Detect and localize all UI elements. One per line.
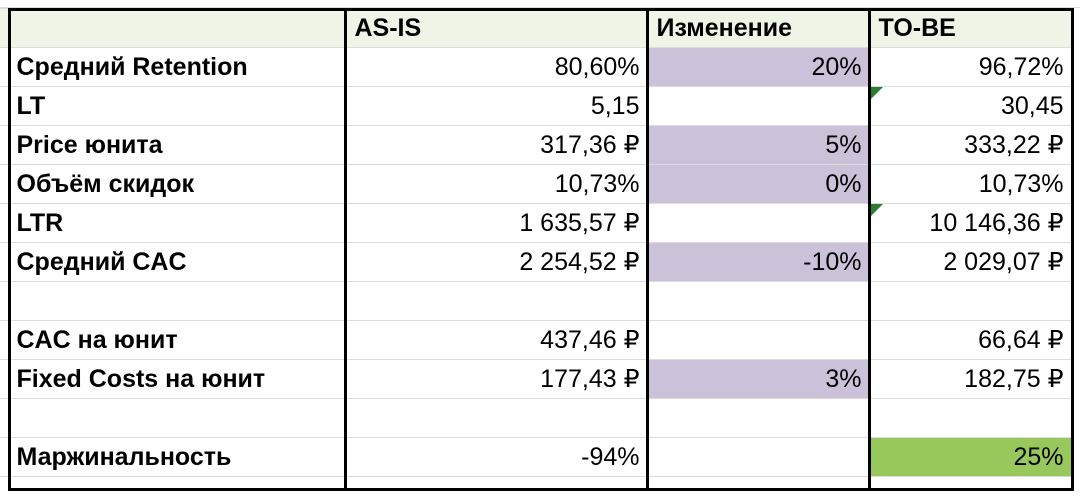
table-row: Средний CAC 2 254,52 ₽ -10% 2 029,07 ₽ <box>0 242 1073 282</box>
change-cell[interactable] <box>647 86 871 126</box>
row-label[interactable] <box>7 398 347 438</box>
asis-cell[interactable] <box>345 281 649 321</box>
column-border-tobe <box>868 8 871 491</box>
table-row-empty <box>0 281 1073 321</box>
row-gap-cell[interactable] <box>0 203 9 243</box>
table-row-empty <box>0 398 1073 438</box>
change-cell[interactable]: 0% <box>647 164 871 204</box>
table-row: Fixed Costs на юнит 177,43 ₽ 3% 182,75 ₽ <box>0 359 1073 399</box>
tobe-value: 30,45 <box>1000 91 1064 120</box>
change-cell[interactable]: -10% <box>647 242 871 282</box>
table-row: LTR 1 635,57 ₽ 10 146,36 ₽ <box>0 203 1073 243</box>
change-cell[interactable]: 3% <box>647 359 871 399</box>
table-row-total: Маржинальность -94% 25% <box>0 437 1073 477</box>
header-label-cell[interactable] <box>7 8 347 48</box>
table-row: Средний Retention 80,60% 20% 96,72% <box>0 47 1073 87</box>
row-gap-cell[interactable] <box>0 242 9 282</box>
row-gap-cell[interactable] <box>0 86 9 126</box>
change-cell[interactable] <box>647 281 871 321</box>
tobe-value: 10 146,36 ₽ <box>929 209 1064 237</box>
asis-cell[interactable]: 10,73% <box>345 164 649 204</box>
row-label[interactable] <box>7 281 347 321</box>
row-gap-cell[interactable] <box>0 47 9 87</box>
table-row: Объём скидок 10,73% 0% 10,73% <box>0 164 1073 204</box>
change-cell[interactable]: 20% <box>647 47 871 87</box>
table-row: CAC на юнит 437,46 ₽ 66,64 ₽ <box>0 320 1073 360</box>
table-row: LT 5,15 30,45 <box>0 86 1073 126</box>
tobe-cell[interactable]: 182,75 ₽ <box>869 359 1073 399</box>
asis-cell[interactable]: 80,60% <box>345 47 649 87</box>
change-cell[interactable] <box>647 437 871 477</box>
row-label[interactable]: LTR <box>7 203 347 243</box>
tobe-cell[interactable]: 10,73% <box>869 164 1073 204</box>
tobe-cell-with-comment[interactable]: 30,45 <box>869 86 1073 126</box>
asis-cell[interactable]: 1 635,57 ₽ <box>345 203 649 243</box>
comment-marker-icon <box>871 204 883 216</box>
header-row: AS-IS Изменение TO-BE <box>0 8 1073 48</box>
asis-cell[interactable]: 5,15 <box>345 86 649 126</box>
tobe-cell[interactable]: 333,22 ₽ <box>869 125 1073 165</box>
frame-right-border <box>1071 8 1074 491</box>
asis-cell[interactable]: 177,43 ₽ <box>345 359 649 399</box>
header-tobe[interactable]: TO-BE <box>869 8 1073 48</box>
frame-bottom-border <box>8 488 1074 491</box>
row-label[interactable]: CAC на юнит <box>7 320 347 360</box>
tobe-cell[interactable]: 96,72% <box>869 47 1073 87</box>
row-label[interactable]: Средний CAC <box>7 242 347 282</box>
change-cell[interactable] <box>647 398 871 438</box>
column-border-asis <box>344 8 347 491</box>
row-label[interactable]: Объём скидок <box>7 164 347 204</box>
asis-cell[interactable]: 2 254,52 ₽ <box>345 242 649 282</box>
change-cell[interactable] <box>647 203 871 243</box>
tobe-cell[interactable]: 66,64 ₽ <box>869 320 1073 360</box>
comment-marker-icon <box>871 87 883 99</box>
row-label[interactable]: Маржинальность <box>7 437 347 477</box>
asis-cell[interactable]: 437,46 ₽ <box>345 320 649 360</box>
tobe-cell-with-comment[interactable]: 10 146,36 ₽ <box>869 203 1073 243</box>
header-change[interactable]: Изменение <box>647 8 871 48</box>
frame-left-border <box>8 8 11 491</box>
tobe-cell[interactable]: 25% <box>869 437 1073 477</box>
row-gap-cell[interactable] <box>0 320 9 360</box>
row-gap-cell[interactable] <box>0 398 9 438</box>
table-row: Price юнита 317,36 ₽ 5% 333,22 ₽ <box>0 125 1073 165</box>
top-gridline <box>0 0 1080 8</box>
asis-cell[interactable]: 317,36 ₽ <box>345 125 649 165</box>
row-label[interactable]: Fixed Costs на юнит <box>7 359 347 399</box>
tobe-cell[interactable]: 2 029,07 ₽ <box>869 242 1073 282</box>
asis-cell[interactable] <box>345 398 649 438</box>
row-label[interactable]: Средний Retention <box>7 47 347 87</box>
unit-economics-table: AS-IS Изменение TO-BE Средний Retention … <box>0 8 1073 477</box>
header-asis[interactable]: AS-IS <box>345 8 649 48</box>
row-label[interactable]: Price юнита <box>7 125 347 165</box>
row-gap-cell[interactable] <box>0 437 9 477</box>
frame-top-border <box>8 8 1074 11</box>
row-gap-cell[interactable] <box>0 125 9 165</box>
row-label[interactable]: LT <box>7 86 347 126</box>
row-gap-cell[interactable] <box>0 281 9 321</box>
change-cell[interactable]: 5% <box>647 125 871 165</box>
column-border-change <box>646 8 649 491</box>
row-gap-cell[interactable] <box>0 359 9 399</box>
row-gap-cell[interactable] <box>0 8 9 48</box>
row-gap-cell[interactable] <box>0 164 9 204</box>
tobe-cell[interactable] <box>869 281 1073 321</box>
tobe-cell[interactable] <box>869 398 1073 438</box>
asis-cell[interactable]: -94% <box>345 437 649 477</box>
change-cell[interactable] <box>647 320 871 360</box>
